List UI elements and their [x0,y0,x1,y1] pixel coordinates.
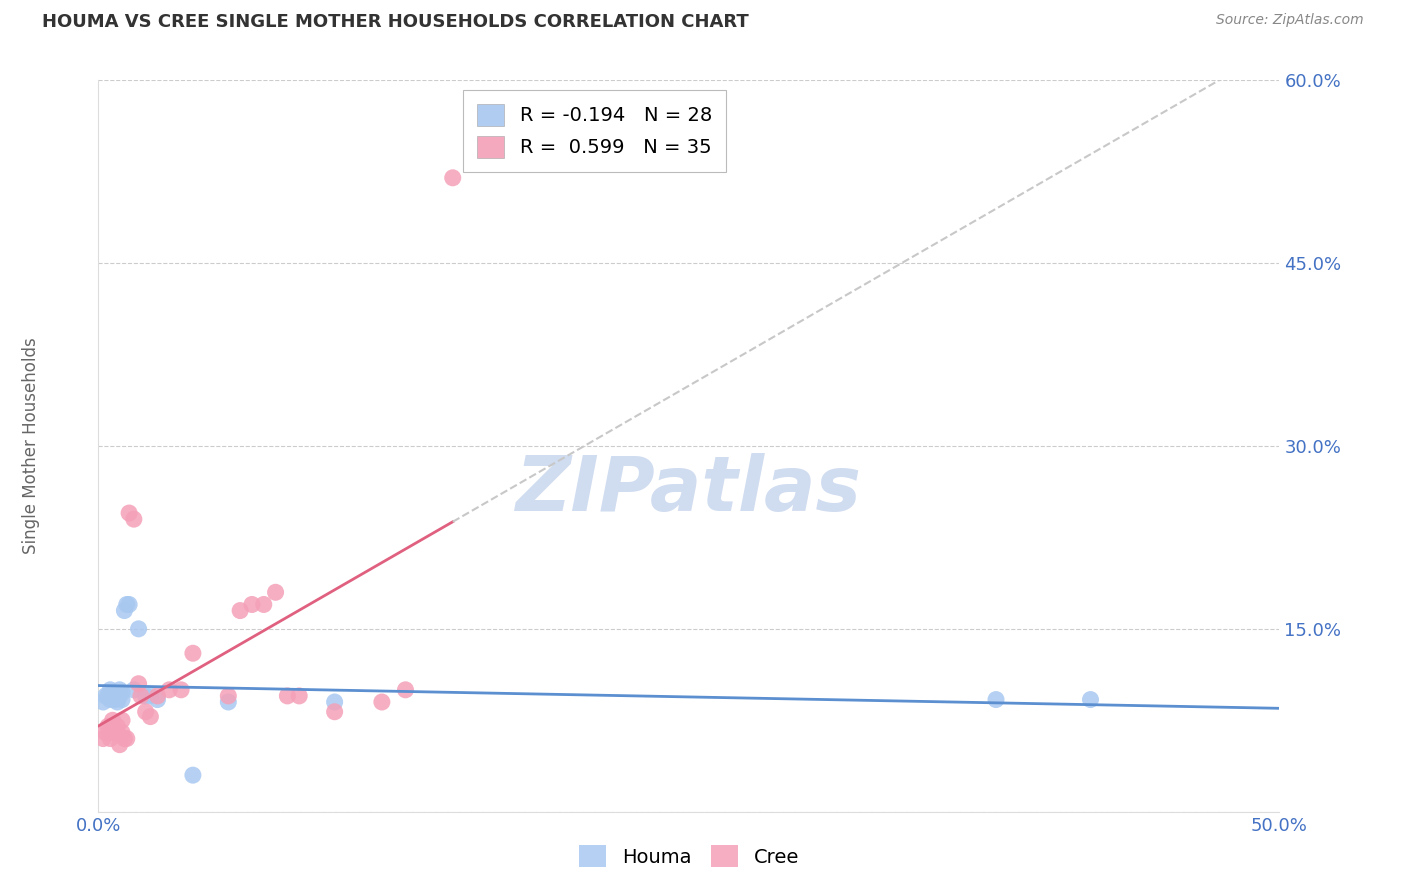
Point [115,731,138,746]
Point [108,738,131,752]
Point [111,685,134,699]
Point [105,691,128,706]
Point [122,512,145,526]
Point [118,506,141,520]
Point [98,682,121,697]
Point [170,682,193,697]
Point [122,682,145,697]
Point [128,622,150,636]
Point [105,719,128,733]
Point [229,603,252,617]
Point [135,705,157,719]
Point [240,598,263,612]
Point [323,695,346,709]
Point [97,689,120,703]
Point [128,676,150,690]
Point [98,725,121,739]
Point [112,603,135,617]
Point [135,689,157,703]
Point [984,692,1007,706]
Point [98,692,121,706]
Point [111,714,134,728]
Point [101,714,124,728]
Point [139,709,162,723]
Point [115,598,138,612]
Point [101,689,124,703]
Point [181,768,204,782]
Point [91,695,114,709]
Point [129,689,152,703]
Point [217,695,239,709]
Point [97,719,120,733]
Point [94,725,117,739]
Point [98,731,121,746]
Point [264,585,287,599]
Point [104,692,127,706]
Point [105,725,128,739]
Point [288,689,311,703]
Point [1080,692,1102,706]
Point [112,731,135,746]
Point [104,725,127,739]
Point [101,685,124,699]
Point [146,692,169,706]
Text: Source: ZipAtlas.com: Source: ZipAtlas.com [1216,13,1364,28]
Point [111,725,134,739]
Point [441,170,464,185]
Point [146,689,169,703]
Point [108,689,131,703]
Point [105,695,128,709]
Point [118,598,141,612]
Point [181,646,204,660]
Point [104,688,127,702]
Legend: Houma, Cree: Houma, Cree [571,837,807,875]
Point [253,598,276,612]
Point [111,692,134,706]
Point [91,731,114,746]
Point [394,682,416,697]
Point [108,682,131,697]
Text: HOUMA VS CREE SINGLE MOTHER HOUSEHOLDS CORRELATION CHART: HOUMA VS CREE SINGLE MOTHER HOUSEHOLDS C… [42,13,749,31]
Point [276,689,298,703]
Point [139,689,162,703]
Text: ZIPatlas: ZIPatlas [516,453,862,527]
Point [323,705,346,719]
Point [217,689,239,703]
Text: Single Mother Households: Single Mother Households [22,338,39,554]
Point [371,695,394,709]
Point [94,689,117,703]
Point [157,682,180,697]
